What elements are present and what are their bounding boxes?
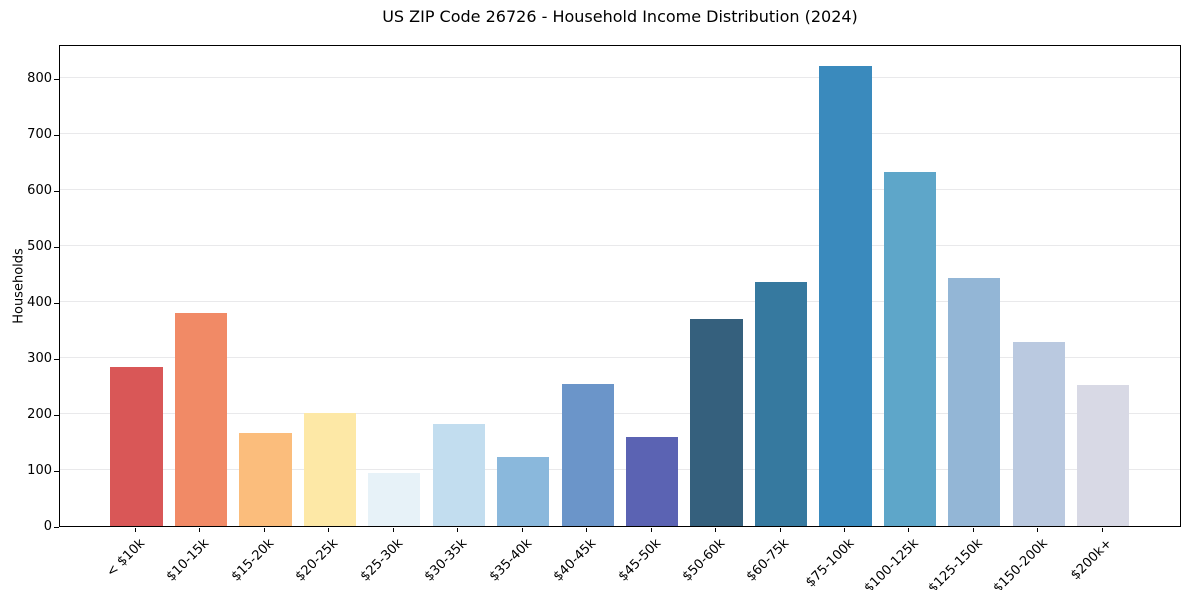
chart-title: US ZIP Code 26726 - Household Income Dis… (382, 7, 858, 26)
x-tick-mark (1037, 528, 1039, 532)
bar (1077, 384, 1130, 526)
x-tick-mark (715, 528, 717, 532)
y-tick-label: 100 (27, 462, 52, 478)
y-tick-label: 300 (27, 350, 52, 366)
bar (625, 437, 679, 526)
y-tick-mark (54, 414, 59, 416)
y-tick-mark (54, 470, 59, 472)
x-tick-label: $50-60k (679, 536, 729, 585)
x-tick-mark (972, 528, 974, 532)
bar (368, 472, 421, 526)
gridline (60, 468, 1180, 470)
x-tick-label: $20-25k (292, 536, 342, 585)
x-tick-mark (457, 528, 459, 532)
x-tick-label: $15-20k (228, 536, 277, 585)
x-tick-mark (779, 528, 781, 532)
x-tick-label: $45-50k (615, 536, 664, 585)
y-axis-label: Households (11, 248, 27, 324)
x-tick-mark (1101, 528, 1103, 532)
bar (1012, 342, 1065, 526)
y-tick-mark (54, 134, 59, 136)
x-tick-label: $60-75k (744, 536, 793, 585)
x-tick-mark (908, 528, 910, 532)
x-tick-mark (199, 528, 201, 532)
y-tick-mark (54, 78, 59, 80)
x-tick-label: $40-45k (550, 536, 600, 585)
gridline (60, 300, 1180, 302)
gridline (60, 356, 1180, 358)
x-tick-mark (135, 528, 136, 532)
x-tick-mark (328, 528, 330, 532)
x-tick-mark (843, 528, 845, 532)
y-tick-label: 700 (27, 126, 52, 142)
bar (303, 413, 356, 526)
bar (432, 424, 485, 526)
y-tick-mark (54, 302, 59, 304)
y-tick-mark (54, 190, 59, 192)
bar (174, 313, 228, 526)
x-tick-label: $30-35k (421, 536, 471, 585)
bar (110, 366, 163, 526)
x-tick-label: $200k+ (1067, 536, 1115, 584)
x-tick-mark (521, 528, 523, 532)
x-tick-label: $150-200k (990, 536, 1051, 590)
x-tick-label: $10-15k (164, 536, 213, 585)
bar (239, 432, 292, 526)
bar (754, 281, 808, 526)
plot-area (59, 45, 1181, 527)
bar (948, 277, 1001, 526)
gridline (60, 132, 1180, 134)
x-tick-label: $35-40k (486, 536, 535, 585)
bar (819, 66, 872, 526)
bar (883, 172, 937, 526)
gridline (60, 412, 1180, 414)
x-tick-mark (392, 528, 394, 532)
x-tick-label: $25-30k (357, 536, 406, 585)
y-tick-label: 0 (43, 519, 52, 534)
y-tick-label: 800 (27, 70, 52, 86)
y-tick-mark (54, 358, 59, 360)
y-tick-mark (54, 527, 59, 528)
gridline (60, 76, 1180, 78)
x-tick-label: < $10k (104, 536, 149, 581)
bar (690, 318, 743, 526)
x-tick-label: $125-150k (925, 536, 986, 590)
y-tick-mark (54, 246, 59, 248)
x-tick-mark (586, 528, 588, 532)
x-tick-label: $75-100k (802, 536, 858, 590)
bar (561, 383, 614, 526)
x-tick-mark (650, 528, 652, 532)
gridline (60, 188, 1180, 190)
x-tick-mark (263, 528, 265, 532)
y-tick-label: 600 (27, 182, 52, 198)
x-tick-label: $100-125k (861, 536, 922, 590)
bar (497, 457, 550, 526)
y-tick-label: 400 (27, 294, 52, 310)
y-tick-label: 200 (27, 406, 52, 422)
gridline (60, 244, 1180, 246)
y-tick-label: 500 (27, 238, 52, 254)
